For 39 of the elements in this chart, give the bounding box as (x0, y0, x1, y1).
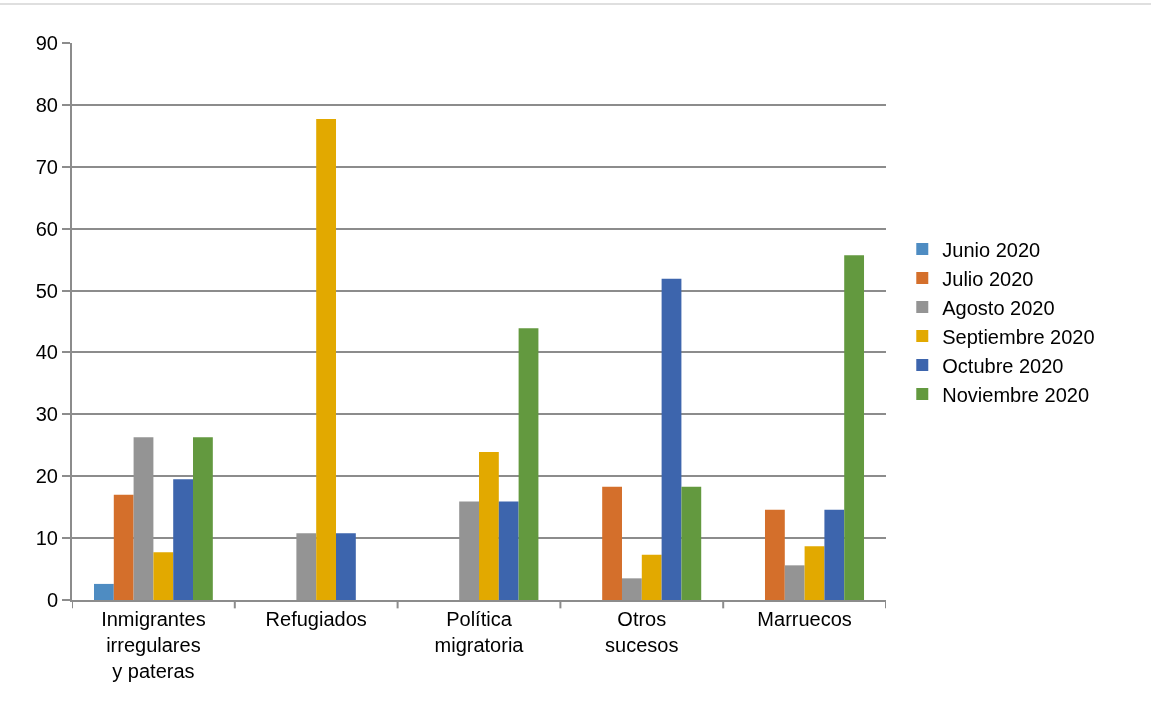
y-tick-label: 80 (35, 93, 58, 116)
bar (764, 509, 785, 600)
legend-label: Septiembre 2020 (942, 325, 1095, 348)
bar (661, 278, 682, 600)
bar (681, 486, 702, 600)
legend-label: Agosto 2020 (942, 296, 1055, 319)
bar (153, 552, 174, 600)
y-tick-label: 60 (35, 217, 58, 240)
y-tick-label: 40 (35, 341, 58, 364)
legend-label: Octubre 2020 (942, 354, 1064, 377)
y-tick-label: 0 (46, 589, 58, 611)
bar (518, 328, 539, 600)
x-tick-label: Marruecos (757, 608, 852, 630)
bar (479, 452, 499, 600)
y-tick-label: 70 (35, 155, 58, 178)
bar (93, 583, 114, 600)
y-tick-label: 10 (35, 527, 58, 550)
x-tick-label: Política migratoria (434, 608, 525, 656)
bar (602, 486, 622, 600)
bar (173, 479, 194, 600)
legend-label: Junio 2020 (942, 238, 1041, 261)
bar (844, 255, 865, 600)
y-tick-label: 30 (35, 403, 58, 426)
bar (316, 119, 337, 600)
legend-label: Noviembre 2020 (942, 383, 1090, 406)
x-tick-label: Otros sucesos (605, 608, 679, 656)
bar (498, 501, 519, 600)
y-tick-label: 90 (35, 32, 58, 54)
y-tick-label: 20 (35, 465, 58, 488)
bar (641, 554, 662, 600)
bar (336, 533, 356, 600)
bar (193, 437, 213, 600)
x-tick-label: Inmigrantes irregulares y pateras (101, 608, 206, 682)
bar (113, 494, 134, 600)
bar (824, 509, 845, 600)
bar (804, 546, 825, 600)
legend-label: Julio 2020 (942, 267, 1034, 290)
y-tick-label: 50 (35, 279, 58, 302)
x-tick-label: Refugiados (265, 608, 367, 630)
